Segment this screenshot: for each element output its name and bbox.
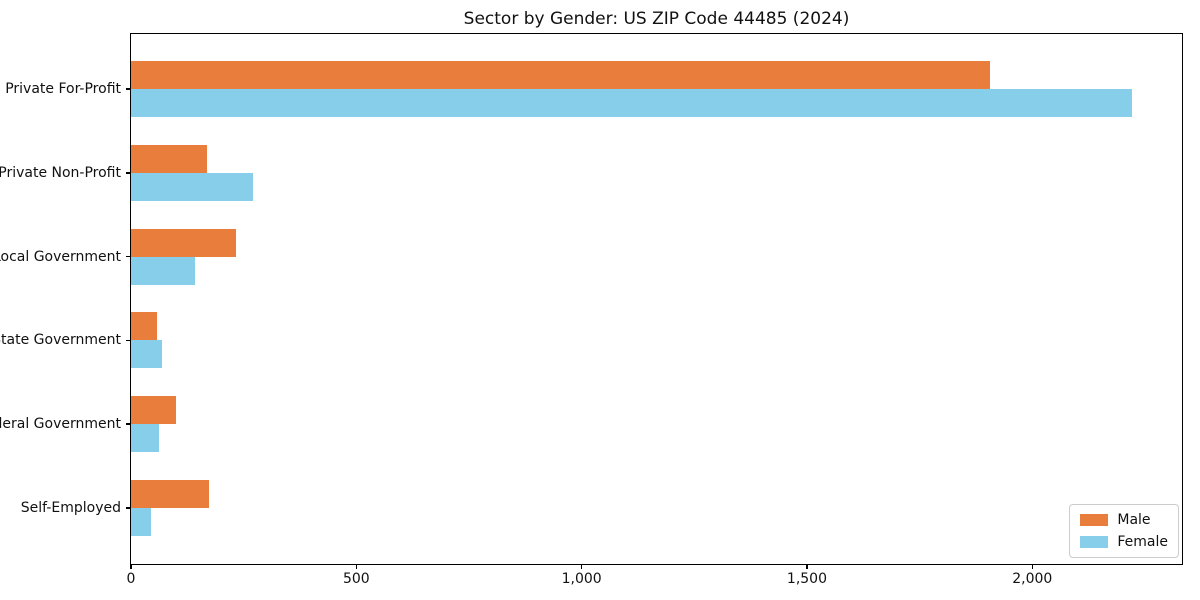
bar-male-self-employed bbox=[131, 480, 209, 508]
bar-male-local-government bbox=[131, 228, 236, 257]
x-tick-mark bbox=[806, 564, 808, 569]
bar-female-private-non-profit bbox=[131, 172, 253, 201]
y-tick-mark bbox=[126, 255, 131, 258]
y-tick-label: Private Non-Profit bbox=[0, 164, 121, 181]
x-tick-label: 500 bbox=[342, 571, 370, 587]
y-tick-mark bbox=[126, 507, 131, 509]
bar-male-private-for-profit bbox=[131, 61, 991, 89]
bar-female-self-employed bbox=[131, 508, 151, 536]
x-tick-mark bbox=[1031, 564, 1034, 569]
x-tick-label: 2,000 bbox=[1012, 571, 1053, 587]
male-legend-swatch bbox=[1080, 514, 1109, 526]
x-tick-mark bbox=[580, 564, 583, 569]
x-tick-label: 1,000 bbox=[561, 571, 602, 587]
y-tick-label: State Government bbox=[0, 332, 121, 349]
bar-male-federal-government bbox=[131, 396, 177, 425]
male-legend-label: Male bbox=[1117, 512, 1151, 528]
plot-area: Male Female Private For-Profit Private No… bbox=[0, 33, 1183, 587]
x-tick-mark bbox=[130, 564, 132, 569]
y-tick-label: Local Government bbox=[0, 248, 121, 265]
bar-female-federal-government bbox=[131, 424, 159, 453]
y-tick-mark bbox=[126, 172, 131, 174]
female-legend-swatch bbox=[1080, 536, 1109, 548]
legend-entry-male: Male bbox=[1080, 513, 1168, 527]
x-tick-label: 0 bbox=[126, 571, 136, 587]
x-tick-label: 1,500 bbox=[786, 571, 827, 587]
y-tick-mark bbox=[126, 339, 131, 342]
bar-female-local-government bbox=[131, 256, 195, 285]
bar-female-state-government bbox=[131, 340, 163, 369]
y-tick-label: Private For-Profit bbox=[5, 81, 121, 97]
y-tick-label: Federal Government bbox=[0, 416, 121, 433]
chart-title: Sector by Gender: US ZIP Code 44485 (202… bbox=[463, 9, 850, 29]
y-tick-label: Self-Employed bbox=[20, 500, 121, 516]
bar-male-private-non-profit bbox=[131, 144, 207, 173]
y-tick-mark bbox=[126, 88, 131, 90]
legend: Male Female bbox=[1069, 504, 1179, 558]
bar-male-state-government bbox=[131, 312, 158, 341]
bar-female-private-for-profit bbox=[131, 89, 1132, 117]
y-tick-mark bbox=[126, 423, 131, 425]
female-legend-label: Female bbox=[1117, 534, 1168, 550]
bars-layer bbox=[131, 34, 1182, 564]
legend-entry-female: Female bbox=[1080, 535, 1168, 549]
x-tick-mark bbox=[355, 564, 358, 569]
